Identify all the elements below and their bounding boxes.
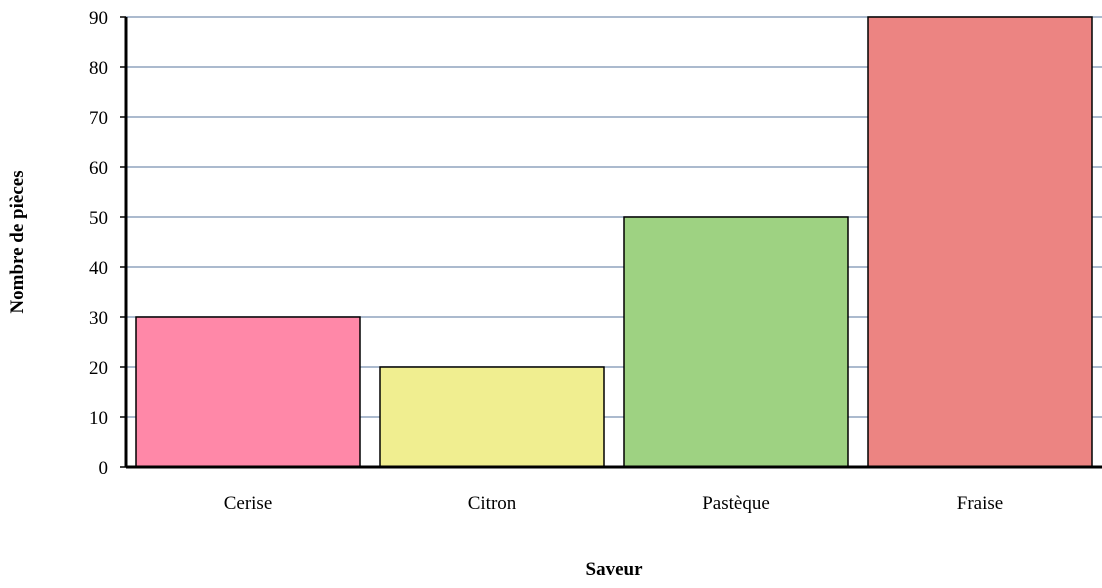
y-tick-label: 20 <box>89 358 108 379</box>
axes <box>120 16 1102 469</box>
y-tick-label: 60 <box>89 158 108 179</box>
y-tick-label: 80 <box>89 58 108 79</box>
x-category-label: Cerise <box>224 493 273 514</box>
bar-cerise <box>135 316 361 468</box>
y-tick-label: 50 <box>89 208 108 229</box>
y-tick-label: 0 <box>99 458 109 479</box>
x-category-labels: Cerise Citron Pastèque Fraise <box>224 493 1003 514</box>
bar-fraise <box>867 16 1093 468</box>
y-tick-labels: 0 10 20 30 40 50 60 70 80 90 <box>89 8 108 479</box>
x-category-label: Pastèque <box>702 493 770 514</box>
y-axis-title: Nombre de pièces <box>7 170 28 313</box>
y-tick-label: 70 <box>89 108 108 129</box>
bars <box>135 16 1093 468</box>
bar-citron <box>379 366 605 468</box>
x-category-label: Citron <box>468 493 517 514</box>
y-tick-label: 10 <box>89 408 108 429</box>
y-tick-label: 30 <box>89 308 108 329</box>
x-axis-title: Saveur <box>586 559 644 580</box>
x-category-label: Fraise <box>957 493 1003 514</box>
bar-pastèque <box>623 216 849 468</box>
y-tick-label: 90 <box>89 8 108 29</box>
y-tick-label: 40 <box>89 258 108 279</box>
